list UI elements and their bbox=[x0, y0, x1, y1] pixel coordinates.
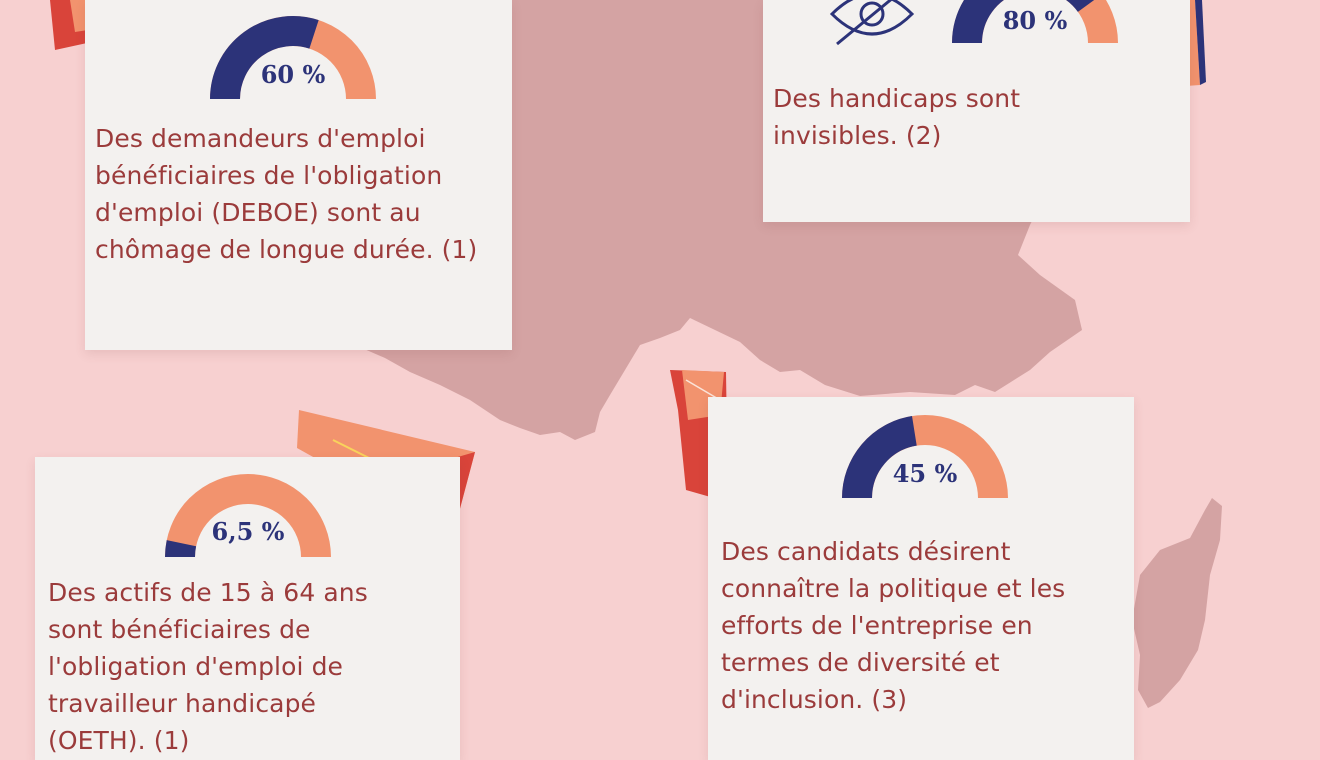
stat-card-diversite: 45 % Des candidats désirent connaître la… bbox=[708, 397, 1134, 760]
gauge-value-invisible: 80 % bbox=[1002, 6, 1068, 35]
stat-description-deboe: Des demandeurs d'emploi bénéficiaires de… bbox=[95, 124, 478, 264]
gauge-diversite bbox=[842, 415, 1008, 499]
stat-description-oeth: Des actifs de 15 à 64 ans sont bénéficia… bbox=[48, 578, 368, 755]
stat-description-diversite: Des candidats désirent connaître la poli… bbox=[721, 537, 1066, 714]
gauge-value-deboe: 60 % bbox=[260, 60, 326, 89]
gauge-oeth bbox=[164, 474, 331, 558]
stat-card-oeth: 6,5 % Des actifs de 15 à 64 ans sont bén… bbox=[35, 457, 460, 760]
gauge-value-diversite: 45 % bbox=[892, 459, 958, 488]
gauge-value-oeth: 6,5 % bbox=[211, 517, 285, 546]
corsica-island bbox=[1132, 498, 1222, 708]
stat-description-invisible: Des handicaps sont invisibles. (2) bbox=[773, 84, 1021, 150]
stat-card-invisible: 80 % Des handicaps sont invisibles. (2) bbox=[763, 0, 1190, 222]
stat-card-deboe: 60 % Des demandeurs d'emploi bénéficiair… bbox=[85, 0, 512, 350]
eye-slash-icon bbox=[829, 0, 915, 46]
gauge-invisible bbox=[952, 0, 1118, 44]
gauge-deboe bbox=[210, 16, 376, 100]
